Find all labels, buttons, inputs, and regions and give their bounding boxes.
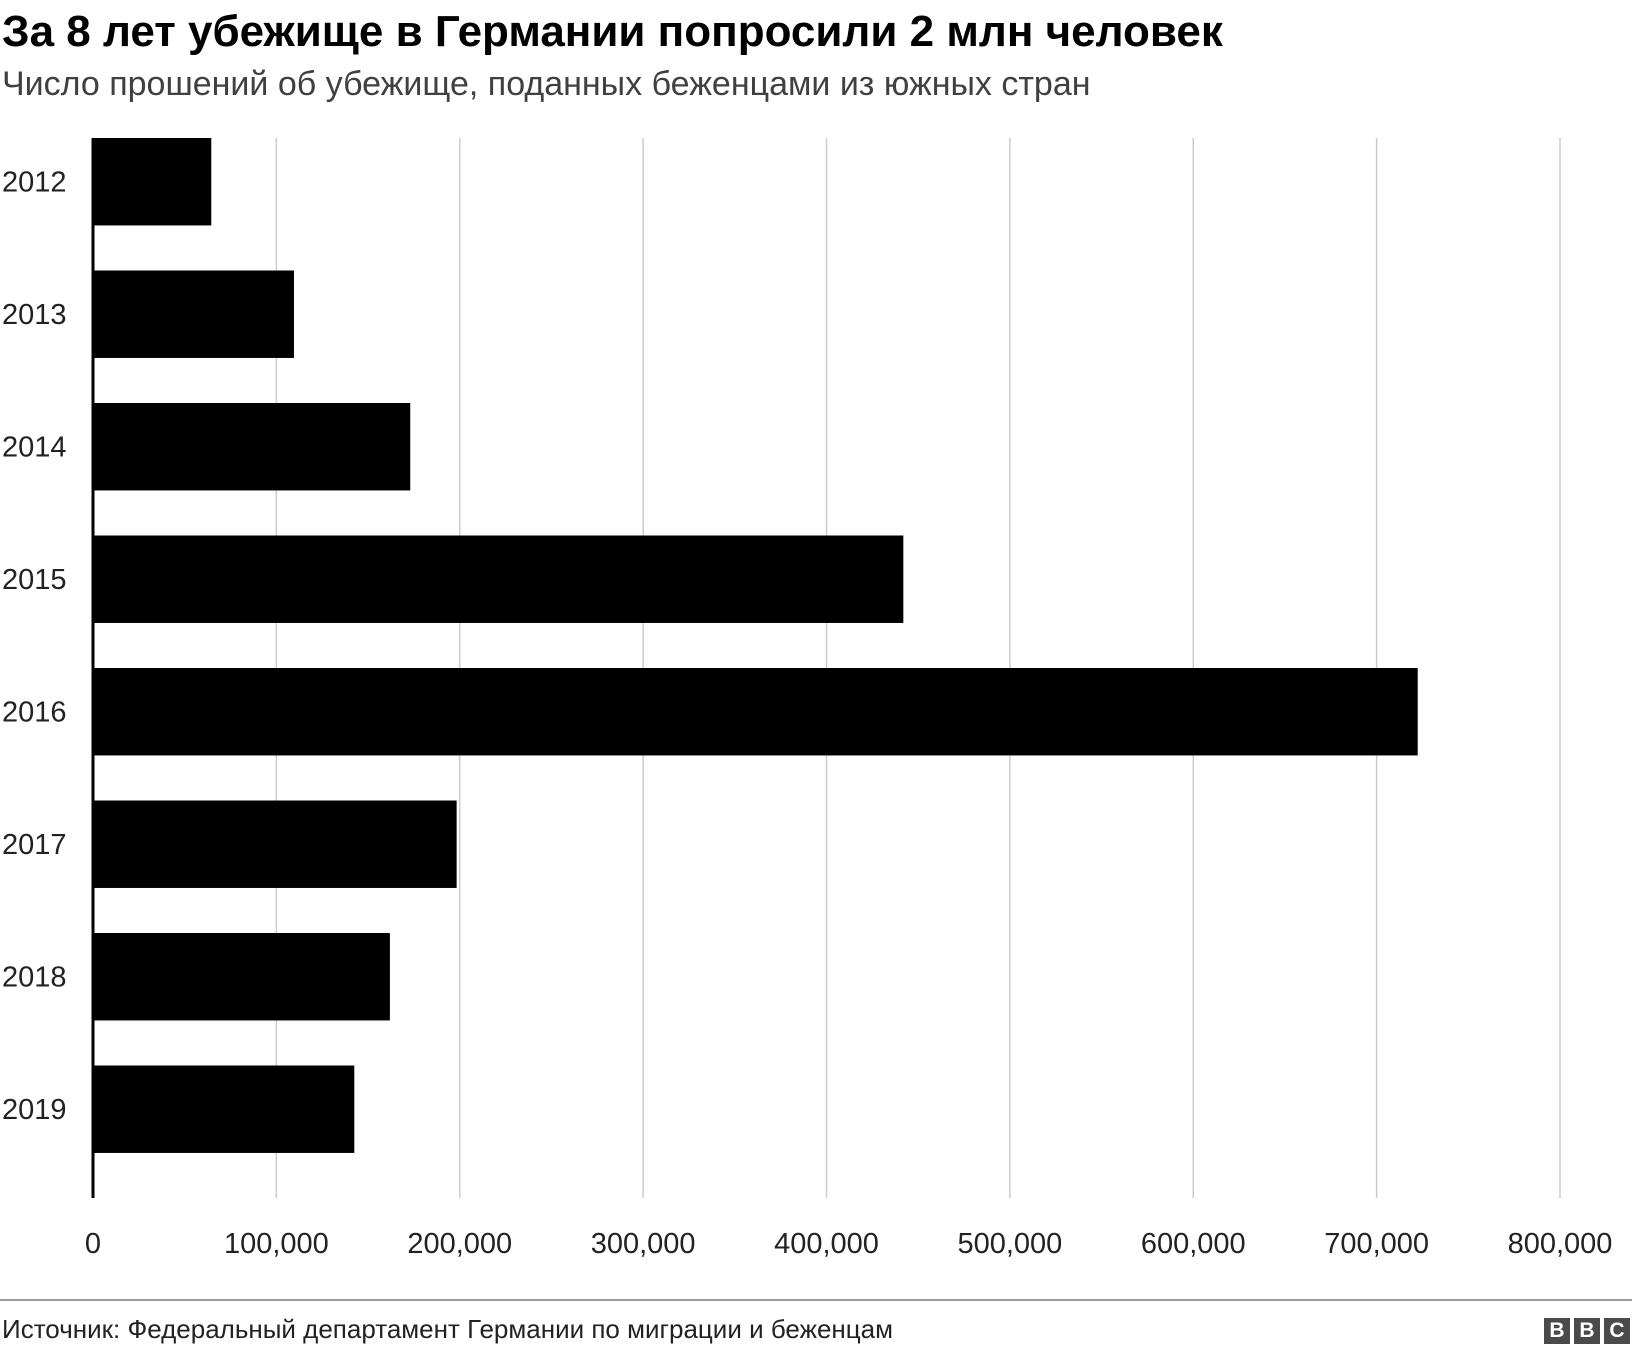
source-note: Источник: Федеральный департамент Герман… bbox=[2, 1314, 894, 1344]
chart-title: За 8 лет убежище в Германии попросили 2 … bbox=[2, 7, 1223, 56]
bbc-logo-letter: B bbox=[1574, 1318, 1600, 1344]
y-tick-label: 2017 bbox=[2, 829, 67, 861]
bar bbox=[93, 270, 294, 358]
x-tick-label: 300,000 bbox=[591, 1228, 696, 1260]
x-tick-label: 400,000 bbox=[774, 1228, 879, 1260]
bbc-logo-letter: C bbox=[1604, 1318, 1630, 1344]
x-tick-label: 700,000 bbox=[1324, 1228, 1429, 1260]
x-tick-label: 0 bbox=[85, 1228, 101, 1260]
x-tick-label: 800,000 bbox=[1508, 1228, 1613, 1260]
y-tick-label: 2012 bbox=[2, 167, 67, 199]
y-tick-label: 2015 bbox=[2, 564, 67, 596]
bar-chart: 2012 2013 2014 2015 2016 2017 2018 2019 0 100,000… bbox=[2, 138, 1613, 1260]
y-tick-label: 2013 bbox=[2, 299, 67, 331]
x-tick-label: 100,000 bbox=[224, 1228, 329, 1260]
bar bbox=[93, 403, 411, 491]
x-tick-label: 500,000 bbox=[957, 1228, 1062, 1260]
bar bbox=[93, 933, 390, 1021]
x-tick-label: 200,000 bbox=[407, 1228, 512, 1260]
y-tick-label: 2016 bbox=[2, 697, 67, 729]
y-tick-label: 2014 bbox=[2, 432, 67, 464]
bar bbox=[93, 1065, 355, 1153]
bbc-logo: B B C bbox=[1544, 1318, 1630, 1344]
bar bbox=[93, 138, 212, 226]
bar bbox=[93, 800, 457, 888]
y-tick-label: 2018 bbox=[2, 962, 67, 994]
footer-divider bbox=[0, 1299, 1632, 1301]
x-tick-label: 600,000 bbox=[1141, 1228, 1246, 1260]
chart-subtitle: Число прошений об убежище, поданных беже… bbox=[2, 65, 1091, 103]
bbc-logo-letter: B bbox=[1544, 1318, 1570, 1344]
y-tick-label: 2019 bbox=[2, 1094, 67, 1126]
bar bbox=[93, 668, 1418, 756]
bar bbox=[93, 535, 904, 623]
